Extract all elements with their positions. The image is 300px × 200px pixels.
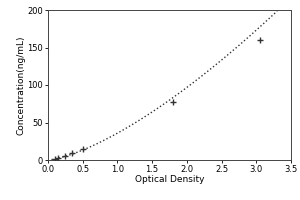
X-axis label: Optical Density: Optical Density xyxy=(135,175,204,184)
Y-axis label: Concentration(ng/mL): Concentration(ng/mL) xyxy=(17,35,26,135)
